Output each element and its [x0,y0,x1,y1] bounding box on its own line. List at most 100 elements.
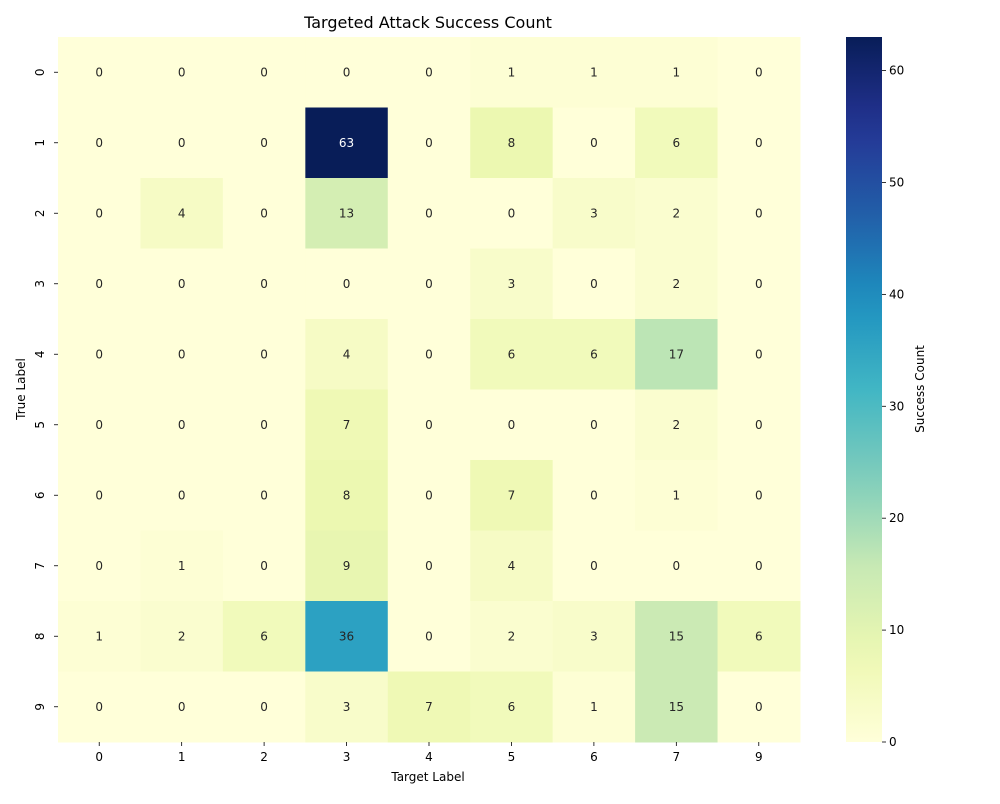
heatmap-cell [387,530,471,602]
cell-value-label: 0 [260,700,268,714]
cell-value-label: 1 [673,65,681,79]
heatmap-cell [305,248,389,320]
cell-value-label: 8 [508,136,516,150]
y-tick-label: 9 [33,703,47,711]
cell-value-label: 0 [755,65,763,79]
colorbar-tick-label: 50 [889,175,904,189]
cell-value-label: 0 [178,700,186,714]
heatmap-cell [717,37,801,108]
cell-value-label: 0 [95,277,103,291]
cell-value-label: 0 [95,206,103,220]
heatmap-cell [222,248,306,320]
heatmap-cell [717,107,801,179]
cell-value-label: 0 [755,206,763,220]
cell-value-label: 0 [755,136,763,150]
cell-value-label: 4 [508,559,516,573]
heatmap-cell [222,389,306,461]
cell-value-label: 0 [178,65,186,79]
cell-value-label: 0 [95,136,103,150]
heatmap-cell [140,107,224,179]
cell-value-label: 0 [178,347,186,361]
heatmap-cell [140,460,224,531]
heatmap-cell [635,530,719,602]
heatmap-cell [470,319,554,390]
heatmap-cell [552,248,636,320]
cell-value-label: 2 [508,629,516,643]
colorbar-tick-label: 10 [889,623,904,637]
heatmap-cell [470,460,554,531]
cell-value-label: 0 [425,206,433,220]
heatmap-cell [140,601,224,672]
cell-value-label: 0 [260,559,268,573]
heatmap-cell [552,601,636,672]
cell-value-label: 0 [95,65,103,79]
y-tick-label: 0 [33,68,47,76]
heatmap-cell [552,178,636,249]
colorbar-tick-label: 60 [889,64,904,78]
cell-value-label: 0 [95,700,103,714]
heatmap-cell [58,107,141,179]
y-axis-label: True Label [14,358,28,421]
x-tick-label: 9 [755,750,763,764]
heatmap-cell [717,389,801,461]
heatmap-cells [58,37,801,743]
cell-value-label: 3 [343,700,351,714]
colorbar-tick-label: 0 [889,735,897,749]
heatmap-cell [635,319,719,390]
x-tick-label: 0 [95,750,103,764]
cell-value-label: 6 [260,629,268,643]
cell-value-label: 17 [669,347,684,361]
cell-value-label: 2 [673,418,681,432]
cell-value-label: 2 [673,277,681,291]
cell-value-label: 0 [95,488,103,502]
heatmap-cell [305,319,389,390]
heatmap-cell [58,37,141,108]
cell-value-label: 63 [339,136,354,150]
heatmap-cell [140,178,224,249]
heatmap-cell [635,601,719,672]
x-axis-label: Target Label [390,770,464,784]
cell-value-label: 13 [339,206,354,220]
heatmap-cell [470,37,554,108]
heatmap-cell [717,248,801,320]
heatmap-cell [387,601,471,672]
y-tick-label: 8 [33,632,47,640]
heatmap-cell [387,248,471,320]
cell-value-label: 0 [755,277,763,291]
cell-value-label: 0 [260,136,268,150]
cell-value-label: 0 [260,418,268,432]
cell-value-label: 1 [590,65,598,79]
heatmap-cell [140,319,224,390]
colorbar-label: Success Count [913,345,927,433]
cell-value-label: 6 [673,136,681,150]
cell-value-label: 1 [508,65,516,79]
heatmap-cell [305,460,389,531]
heatmap-cell [470,530,554,602]
cell-value-label: 0 [425,65,433,79]
heatmap-cell [305,37,389,108]
heatmap-cell [717,601,801,672]
x-tick-label: 1 [178,750,186,764]
cell-value-label: 2 [178,629,186,643]
heatmap-cell [58,178,141,249]
colorbar: 0 10 20 30 40 50 60 [846,37,904,749]
heatmap-cell [222,178,306,249]
x-tick-label: 4 [425,750,433,764]
cell-value-label: 0 [95,418,103,432]
x-tick-label: 5 [508,750,516,764]
y-tick-label: 2 [33,209,47,217]
heatmap-cell [387,389,471,461]
cell-value-label: 0 [178,136,186,150]
y-tick-label: 1 [33,139,47,147]
y-tick-label: 5 [33,421,47,429]
cell-value-label: 0 [260,277,268,291]
heatmap-cell [552,107,636,179]
cell-value-label: 0 [178,418,186,432]
heatmap-cell [222,319,306,390]
heatmap-cell [58,530,141,602]
heatmap-cell-labels: 0 0 0 0 0 1 1 1 00 0 0 63 0 8 0 6 00 4 0 13 0 0 3 2 00 0 0 0 0 3 0 2 00 0… [95,65,762,714]
cell-value-label: 4 [343,347,351,361]
cell-value-label: 6 [508,700,516,714]
colorbar-gradient [846,37,882,742]
